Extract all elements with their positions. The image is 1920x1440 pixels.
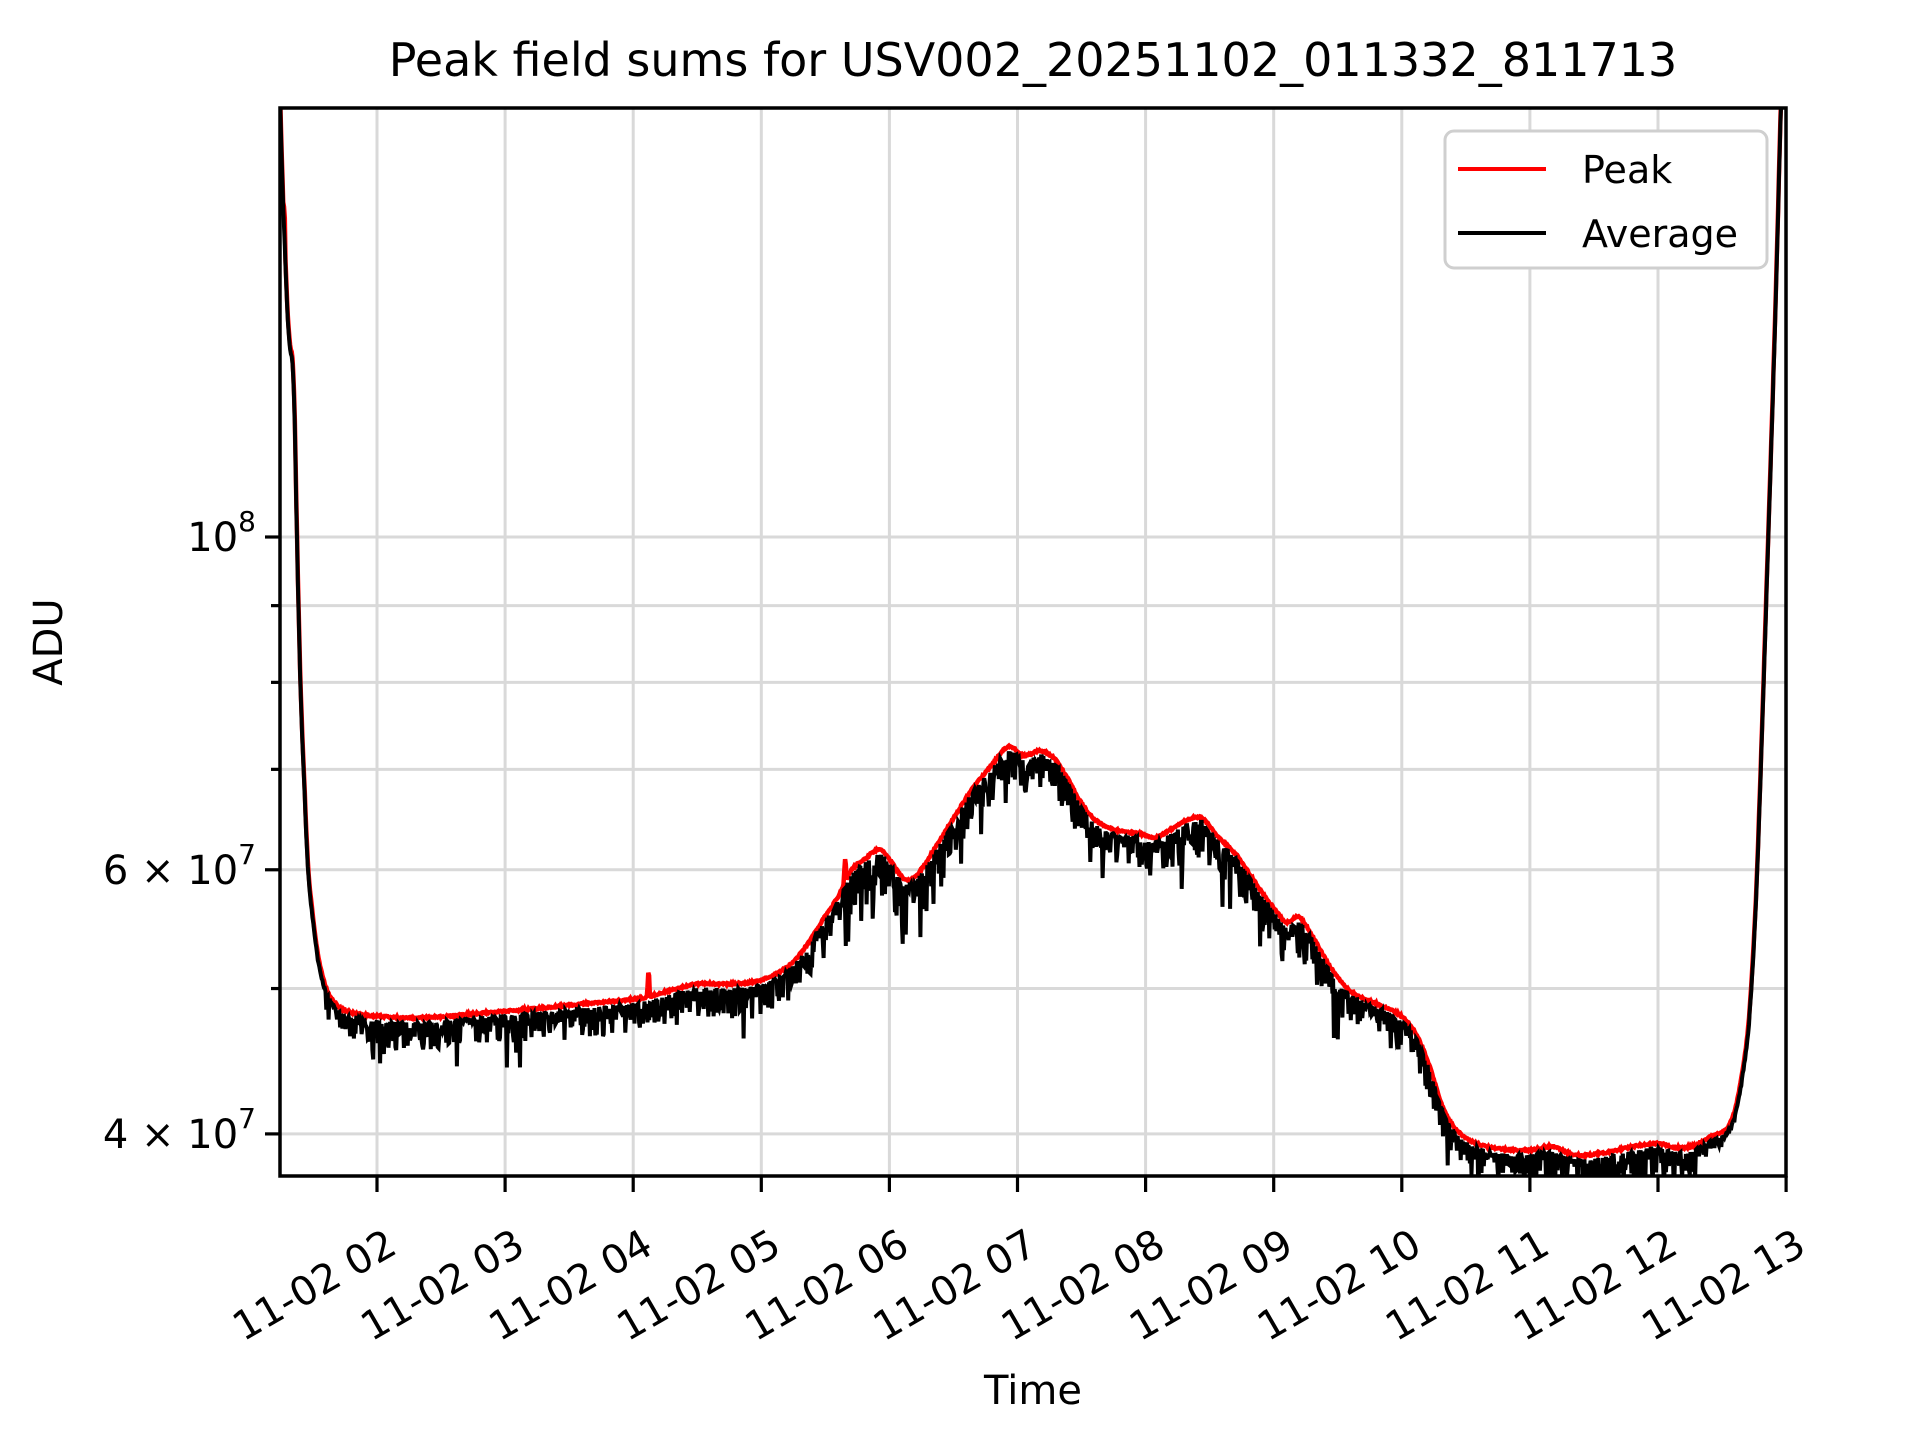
series-lines	[280, 108, 1784, 1176]
legend-peak-label: Peak	[1582, 148, 1672, 192]
legend: Peak Average	[1443, 129, 1769, 270]
y-tick-labels: 108 6 × 107 4 × 107	[103, 505, 256, 1158]
plot-border	[278, 106, 1788, 1178]
axis-ticks	[265, 535, 1788, 1192]
average-series-line	[280, 108, 1783, 1176]
chart-title: Peak field sums for USV002_20251102_0113…	[389, 33, 1678, 87]
x-axis-label: Time	[983, 1368, 1082, 1414]
y-tick-label: 4 × 107	[103, 1102, 256, 1158]
y-tick-label: 108	[187, 505, 256, 561]
legend-average-label: Average	[1582, 212, 1738, 256]
y-tick-label: 6 × 107	[103, 838, 256, 894]
y-axis-label: ADU	[26, 598, 72, 685]
